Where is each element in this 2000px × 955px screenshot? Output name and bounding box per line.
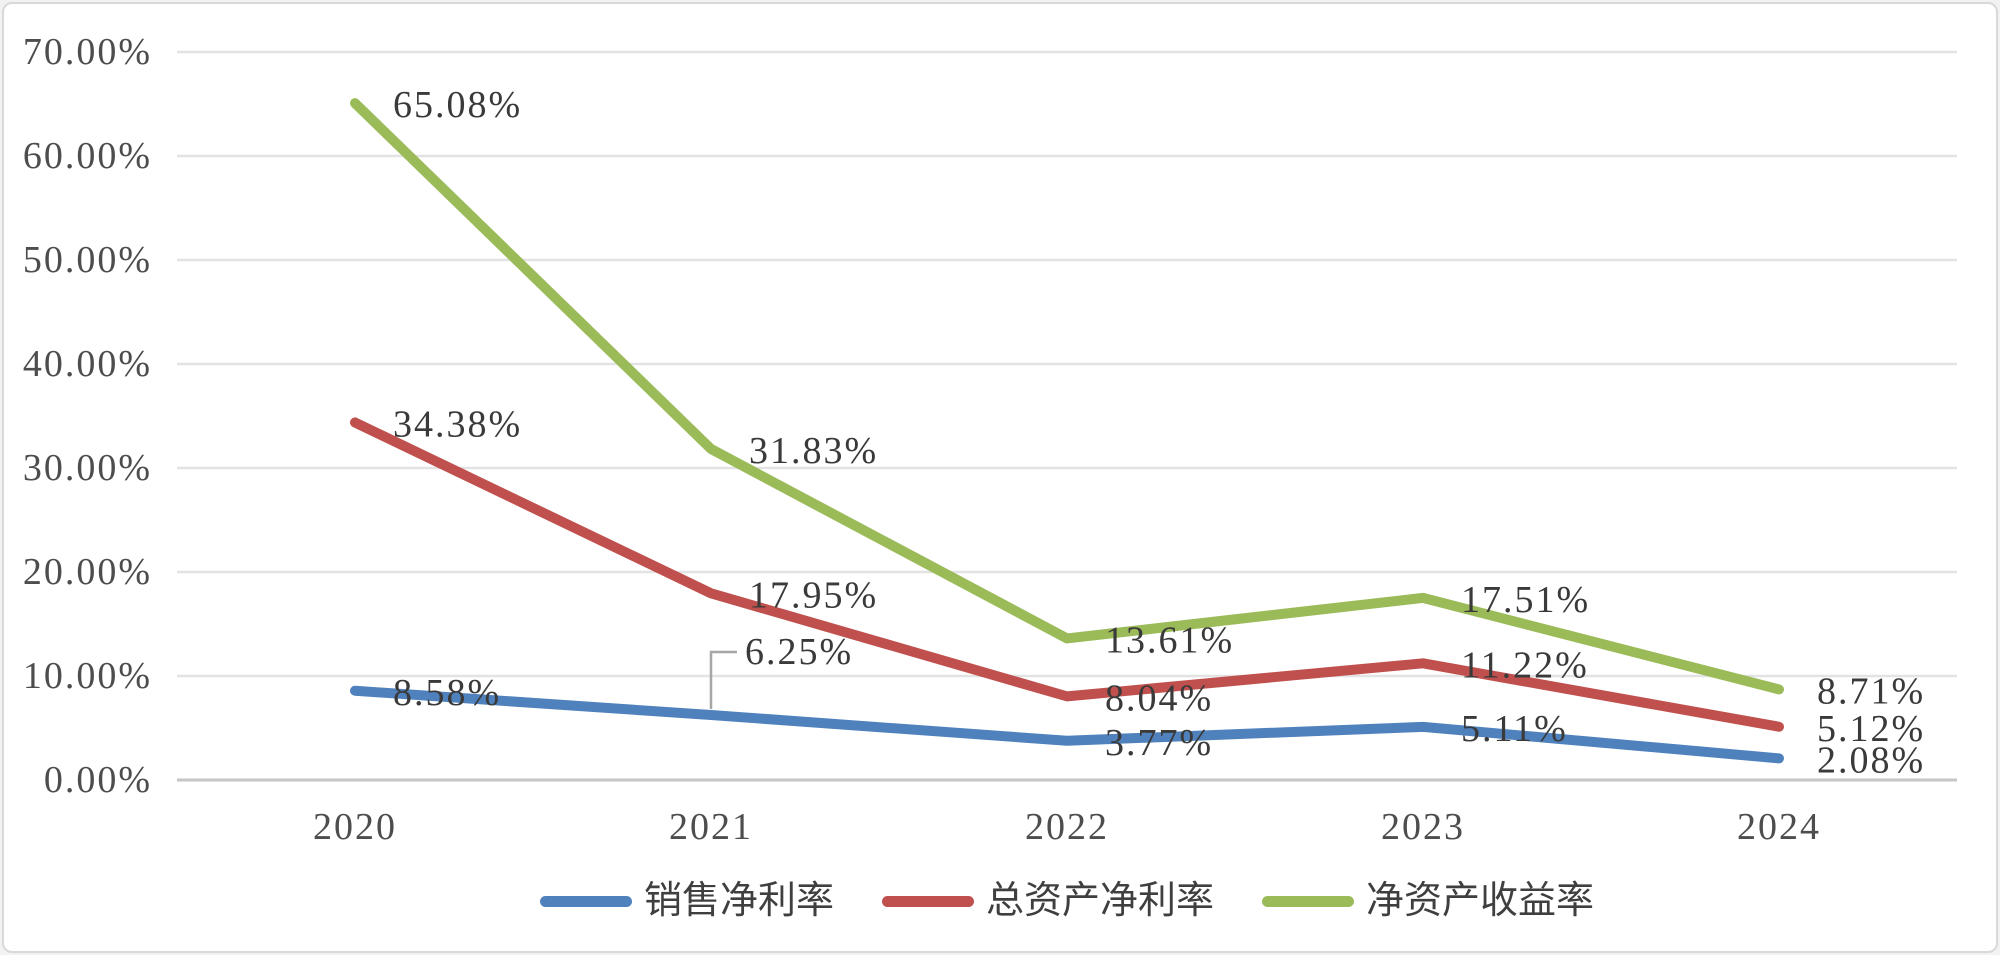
y-axis-tick-label: 60.00% [23, 135, 152, 177]
legend-swatch-green-line-icon [1262, 895, 1354, 907]
y-axis-tick-label: 10.00% [23, 655, 152, 697]
data-label: 65.08% [393, 84, 522, 126]
data-label: 6.25% [745, 631, 853, 673]
data-label: 8.04% [1105, 677, 1213, 719]
data-label: 8.58% [393, 672, 501, 714]
line-chart-plot: 0.00% 10.00% 20.00% 30.00% 40.00% 50.00% 60.00… [23, 31, 1957, 848]
legend-item-net-sales-margin[interactable]: 销售净利率 [539, 880, 834, 922]
data-label: 17.51% [1461, 579, 1590, 621]
data-label: 8.71% [1817, 670, 1925, 712]
data-label: 2.08% [1817, 739, 1925, 781]
x-axis-tick-label: 2023 [1381, 806, 1465, 848]
legend-swatch-blue-line-icon [539, 895, 632, 907]
data-label: 5.12% [1817, 708, 1925, 750]
x-axis-tick-label: 2020 [313, 806, 397, 848]
y-axis-tick-label: 50.00% [23, 239, 152, 281]
series-line-1[interactable] [350, 417, 1784, 732]
data-label-leader-line [709, 650, 737, 709]
data-label: 34.38% [393, 403, 522, 445]
legend-item-total-assets-margin[interactable]: 总资产净利率 [881, 880, 1214, 922]
data-label: 31.83% [749, 430, 878, 472]
data-label: 17.95% [749, 574, 878, 616]
legend-item-return-on-equity[interactable]: 净资产收益率 [1262, 882, 1594, 920]
chart-legend: 销售净利率 总资产净利率 净资产收益率 [177, 872, 1957, 930]
x-axis-tick-label: 2021 [669, 806, 753, 848]
y-axis-tick-label: 40.00% [23, 343, 152, 385]
legend-swatch-red-line-icon [881, 895, 974, 907]
x-axis-tick-label: 2022 [1025, 806, 1109, 848]
data-label: 13.61% [1105, 619, 1234, 661]
y-axis-tick-label: 30.00% [23, 447, 152, 489]
legend-label: 净资产收益率 [1366, 880, 1595, 922]
data-label: 5.11% [1461, 708, 1568, 750]
x-axis-tick-label: 2024 [1737, 806, 1821, 848]
series-line-2[interactable] [350, 98, 1784, 695]
y-axis-tick-label: 0.00% [44, 759, 152, 801]
y-axis-tick-label: 20.00% [23, 551, 152, 593]
legend-label: 销售净利率 [643, 880, 834, 922]
legend-label: 总资产净利率 [985, 880, 1214, 922]
data-label: 3.77% [1105, 722, 1213, 764]
data-label: 11.22% [1461, 644, 1589, 686]
y-axis-tick-label: 70.00% [23, 31, 152, 73]
series-line-0[interactable] [350, 685, 1784, 764]
